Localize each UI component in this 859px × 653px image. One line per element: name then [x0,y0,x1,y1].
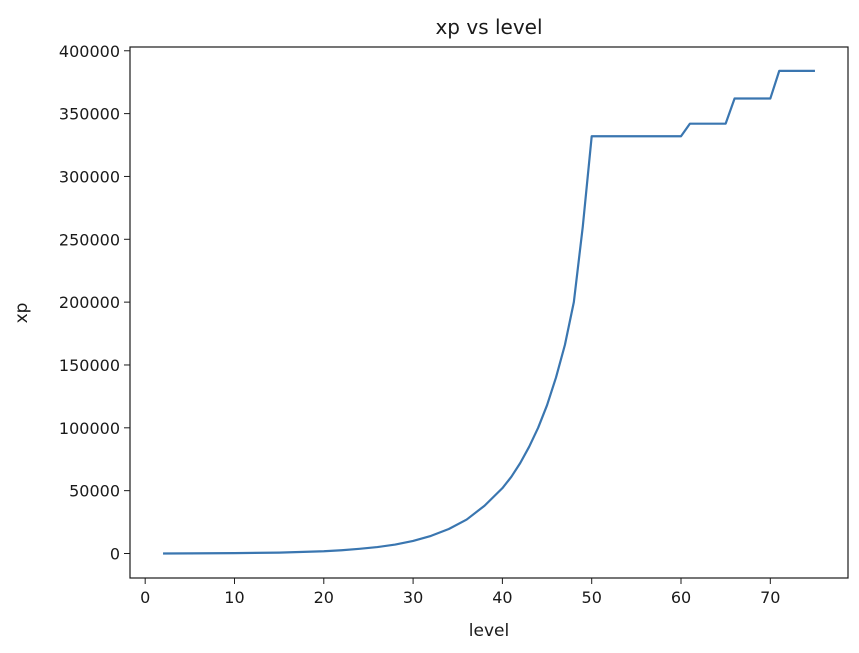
x-tick-label: 20 [314,588,334,607]
x-tick-label: 60 [671,588,691,607]
y-tick-label: 400000 [59,42,120,61]
y-tick-label: 300000 [59,167,120,186]
plot-area [129,46,849,579]
y-tick-label: 0 [110,544,120,563]
y-tick-label: 100000 [59,419,120,438]
x-axis-ticks: 0 10 20 30 40 50 60 70 [140,578,780,607]
series-line [163,69,815,555]
y-tick-label: 50000 [69,482,120,501]
y-tick-label: 200000 [59,293,120,312]
x-axis-label: level [469,621,509,641]
x-tick-label: 10 [224,588,244,607]
x-tick-label: 0 [140,588,150,607]
chart-title: xp vs level [435,15,542,39]
plot-frame [129,46,849,579]
x-tick-label: 50 [582,588,602,607]
y-tick-label: 150000 [59,356,120,375]
y-axis-ticks: 0 50000 100000 150000 200000 250000 300000 3500… [59,42,130,563]
x-tick-label: 30 [403,588,423,607]
y-axis-label: xp [12,303,32,324]
x-tick-label: 40 [492,588,512,607]
y-tick-label: 350000 [59,105,120,124]
y-tick-label: 250000 [59,230,120,249]
x-tick-label: 70 [760,588,780,607]
